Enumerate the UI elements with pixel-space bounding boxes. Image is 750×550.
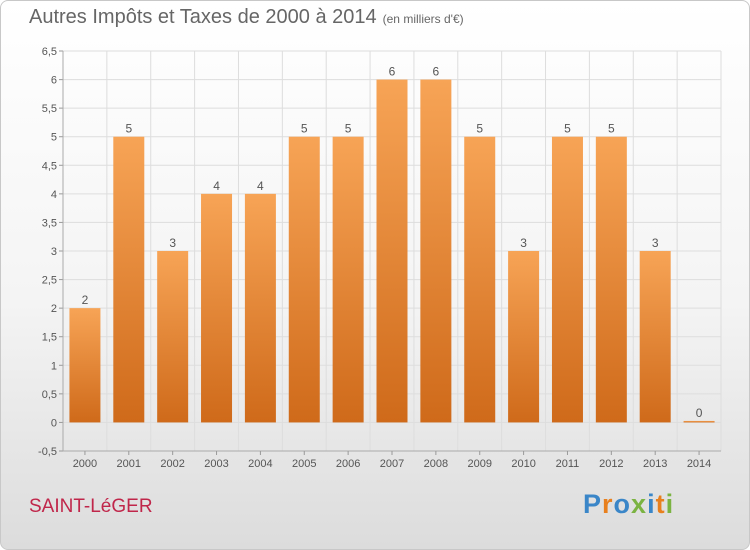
y-tick-label: 3 (51, 246, 57, 258)
x-tick-label: 2006 (336, 458, 360, 470)
bar (683, 420, 715, 423)
y-tick-label: -0,5 (38, 446, 57, 458)
bar (420, 79, 452, 423)
y-tick-label: 1,5 (42, 332, 57, 344)
bar-value-label: 3 (169, 236, 176, 250)
bar-value-label: 5 (564, 122, 571, 136)
y-tick-label: 4,5 (42, 160, 57, 172)
bar-value-label: 0 (696, 406, 703, 420)
x-tick-label: 2003 (204, 458, 228, 470)
x-tick-label: 2001 (117, 458, 141, 470)
bar-value-label: 6 (433, 65, 440, 79)
y-tick-label: 0,5 (42, 389, 57, 401)
x-tick-label: 2005 (292, 458, 316, 470)
bar (244, 193, 276, 423)
bar-value-label: 5 (345, 122, 352, 136)
bar-value-label: 4 (213, 179, 220, 193)
x-tick-label: 2013 (643, 458, 667, 470)
x-tick-label: 2002 (160, 458, 184, 470)
bar-value-label: 2 (82, 293, 89, 307)
logo-letter: x (631, 489, 648, 519)
bar-value-label: 5 (125, 122, 132, 136)
y-tick-label: 5 (51, 132, 57, 144)
y-tick-label: 4 (51, 189, 57, 201)
x-tick-label: 2009 (467, 458, 491, 470)
bar-value-label: 6 (389, 65, 396, 79)
y-tick-label: 0 (51, 417, 57, 429)
x-tick-label: 2000 (73, 458, 97, 470)
chart-subtitle: (en milliers d'€) (382, 12, 464, 26)
bar (508, 251, 540, 423)
logo-letter: o (613, 489, 632, 519)
x-tick-label: 2011 (556, 458, 580, 470)
bar (551, 136, 583, 423)
commune-name: SAINT-LéGER (29, 496, 153, 517)
y-tick-label: 3,5 (42, 217, 57, 229)
bar (595, 136, 627, 423)
x-tick-label: 2004 (248, 458, 272, 470)
y-tick-label: 1 (51, 360, 57, 372)
bar (69, 308, 101, 423)
bar (376, 79, 408, 423)
x-tick-label: 2012 (599, 458, 623, 470)
x-tick-label: 2010 (511, 458, 535, 470)
logo-letter: r (602, 489, 614, 519)
bar-value-label: 5 (608, 122, 615, 136)
logo-letter: P (583, 489, 603, 519)
bar (464, 136, 496, 423)
y-tick-label: 5,5 (42, 103, 57, 115)
chart-title-main: Autres Impôts et Taxes de 2000 à 2014 (29, 6, 377, 28)
bar (639, 251, 671, 423)
x-tick-label: 2007 (380, 458, 404, 470)
bar (288, 136, 320, 423)
bar (201, 193, 233, 423)
chart-title: Autres Impôts et Taxes de 2000 à 2014 (en… (29, 6, 464, 29)
bar (113, 136, 145, 423)
x-tick-label: 2014 (687, 458, 711, 470)
bar-value-label: 5 (301, 122, 308, 136)
logo-letter: t (655, 489, 666, 519)
logo-letter: i (665, 489, 675, 519)
bar (157, 251, 189, 423)
y-tick-label: 2 (51, 303, 57, 315)
y-tick-label: 6 (51, 75, 57, 87)
logo-letter: i (647, 489, 656, 519)
bar-value-label: 5 (476, 122, 483, 136)
bar-value-label: 4 (257, 179, 264, 193)
bar-value-label: 3 (652, 236, 659, 250)
bar-value-label: 3 (520, 236, 527, 250)
y-tick-label: 2,5 (42, 275, 57, 287)
bar (332, 136, 364, 423)
y-tick-label: 6,5 (42, 46, 57, 58)
x-tick-label: 2008 (424, 458, 448, 470)
proxiti-logo: Proxiti (583, 489, 674, 520)
